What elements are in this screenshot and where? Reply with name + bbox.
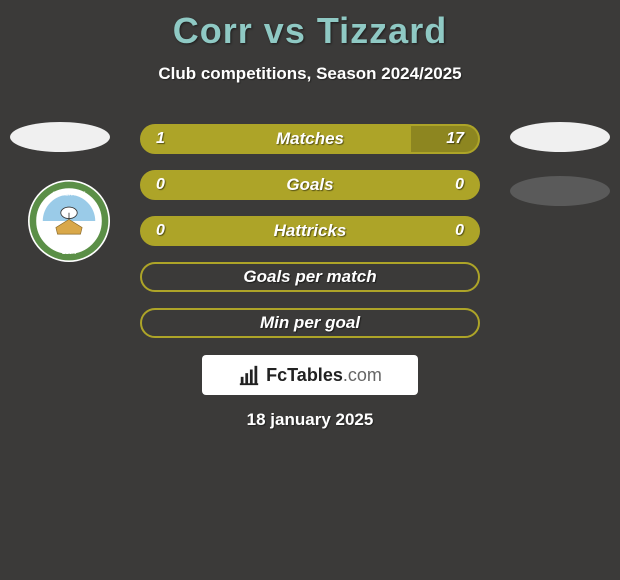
logo-suffix: .com	[343, 365, 382, 385]
date-text: 18 january 2025	[0, 410, 620, 430]
stat-bar-right-value: 0	[455, 176, 464, 194]
stat-bar-label: Goals per match	[243, 267, 376, 287]
stat-bar: Goals per match	[140, 262, 480, 292]
club-right-badge-placeholder	[510, 176, 610, 206]
stat-bar-left-value: 1	[156, 130, 165, 148]
stat-bar: Goals 0 0	[140, 170, 480, 200]
player-right-badge	[510, 122, 610, 152]
page-title: Corr vs Tizzard	[0, 0, 620, 52]
stat-bar: Hattricks 0 0	[140, 216, 480, 246]
logo-text: FcTables.com	[266, 365, 382, 386]
stat-bar: Min per goal	[140, 308, 480, 338]
stat-bar-right-value: 17	[446, 130, 464, 148]
stat-bar-right-fill	[411, 126, 478, 152]
fctables-logo: FcTables.com	[202, 355, 418, 395]
stat-bar-left-value: 0	[156, 176, 165, 194]
stat-bar-label: Goals	[286, 175, 333, 195]
crest-year: 1874	[62, 249, 77, 256]
stat-bar-right-value: 0	[455, 222, 464, 240]
stat-bar-label: Min per goal	[260, 313, 360, 333]
stat-bar-label: Hattricks	[274, 221, 347, 241]
logo-brand: FcTables	[266, 365, 343, 385]
player-left-badge	[10, 122, 110, 152]
stat-bar-label: Matches	[276, 129, 344, 149]
stat-bars: Matches 1 17 Goals 0 0 Hattricks 0 0 Goals per ma…	[140, 124, 480, 354]
page-subtitle: Club competitions, Season 2024/2025	[0, 64, 620, 84]
bars-icon	[238, 364, 260, 386]
stat-bar-left-value: 0	[156, 222, 165, 240]
crest-text-top: GREENOCK	[52, 192, 86, 198]
club-left-crest: GREENOCK 1874	[28, 180, 110, 262]
stat-bar: Matches 1 17	[140, 124, 480, 154]
club-crest-svg: GREENOCK 1874	[28, 180, 110, 262]
